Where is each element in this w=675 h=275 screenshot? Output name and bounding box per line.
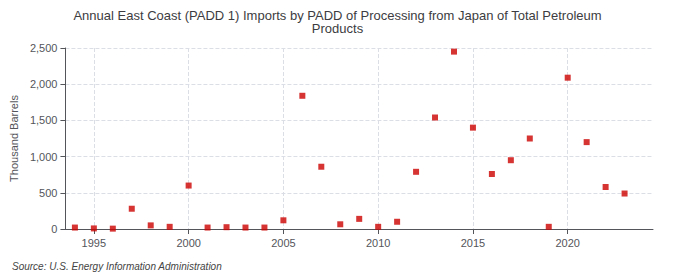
- svg-text:Thousand Barrels: Thousand Barrels: [8, 95, 20, 182]
- svg-text:Products: Products: [312, 21, 364, 36]
- svg-text:2010: 2010: [366, 237, 390, 249]
- svg-text:2005: 2005: [271, 237, 295, 249]
- svg-text:0: 0: [51, 223, 57, 235]
- svg-text:1995: 1995: [82, 237, 106, 249]
- svg-text:Source: U.S. Energy Informatio: Source: U.S. Energy Information Administ…: [12, 261, 222, 272]
- svg-text:2020: 2020: [555, 237, 579, 249]
- svg-text:2015: 2015: [461, 237, 485, 249]
- svg-text:500: 500: [39, 187, 57, 199]
- svg-text:Annual East Coast (PADD 1) Imp: Annual East Coast (PADD 1) Imports by PA…: [73, 8, 602, 23]
- svg-text:1,000: 1,000: [30, 151, 58, 163]
- svg-text:2000: 2000: [176, 237, 200, 249]
- svg-text:2,500: 2,500: [30, 42, 58, 54]
- svg-text:1,500: 1,500: [30, 114, 58, 126]
- svg-text:2,000: 2,000: [30, 78, 58, 90]
